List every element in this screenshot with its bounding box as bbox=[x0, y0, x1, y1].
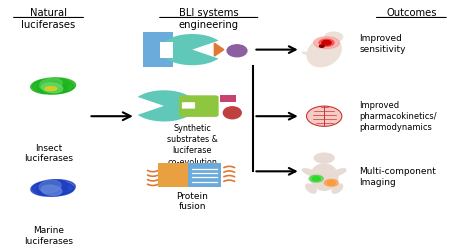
Ellipse shape bbox=[39, 180, 61, 193]
Ellipse shape bbox=[310, 164, 338, 190]
Ellipse shape bbox=[38, 183, 68, 195]
Ellipse shape bbox=[332, 184, 343, 193]
Ellipse shape bbox=[36, 180, 68, 194]
Ellipse shape bbox=[41, 185, 62, 195]
FancyBboxPatch shape bbox=[160, 42, 173, 58]
Text: Improved
pharmacokinetics/
pharmodynamics: Improved pharmacokinetics/ pharmodynamic… bbox=[359, 101, 437, 132]
Text: Insect
luciferases: Insect luciferases bbox=[24, 144, 73, 163]
Circle shape bbox=[322, 40, 331, 45]
Ellipse shape bbox=[314, 153, 334, 163]
Ellipse shape bbox=[36, 78, 69, 92]
Polygon shape bbox=[214, 43, 224, 56]
Text: Improved
sensitivity: Improved sensitivity bbox=[359, 34, 406, 54]
Text: Natural
luciferases: Natural luciferases bbox=[21, 8, 76, 30]
Ellipse shape bbox=[309, 175, 323, 182]
FancyBboxPatch shape bbox=[158, 163, 191, 187]
Ellipse shape bbox=[307, 37, 341, 67]
Ellipse shape bbox=[325, 32, 343, 42]
Ellipse shape bbox=[38, 81, 68, 93]
FancyBboxPatch shape bbox=[179, 95, 219, 117]
Ellipse shape bbox=[33, 181, 74, 196]
Ellipse shape bbox=[306, 184, 316, 193]
Ellipse shape bbox=[319, 39, 334, 46]
Ellipse shape bbox=[314, 37, 339, 49]
Ellipse shape bbox=[227, 45, 247, 57]
FancyBboxPatch shape bbox=[182, 102, 195, 109]
Ellipse shape bbox=[39, 78, 62, 91]
Ellipse shape bbox=[31, 78, 76, 94]
FancyBboxPatch shape bbox=[189, 163, 221, 187]
FancyBboxPatch shape bbox=[220, 95, 236, 102]
Text: Outcomes: Outcomes bbox=[386, 8, 437, 18]
Ellipse shape bbox=[324, 179, 338, 186]
Text: Synthetic
substrates &
luciferase
co-evolution: Synthetic substrates & luciferase co-evo… bbox=[167, 124, 218, 167]
Ellipse shape bbox=[42, 83, 63, 93]
Text: Protein
fusion: Protein fusion bbox=[176, 192, 208, 211]
Ellipse shape bbox=[45, 87, 57, 91]
FancyArrowPatch shape bbox=[303, 53, 309, 55]
Text: Multi-component
Imaging: Multi-component Imaging bbox=[359, 167, 437, 187]
Text: BLI systems
engineering: BLI systems engineering bbox=[179, 8, 239, 30]
Ellipse shape bbox=[33, 79, 74, 94]
Ellipse shape bbox=[331, 169, 346, 176]
Wedge shape bbox=[160, 34, 219, 65]
Text: Marine
luciferases: Marine luciferases bbox=[24, 226, 73, 246]
Ellipse shape bbox=[223, 107, 241, 119]
Circle shape bbox=[319, 45, 324, 47]
Wedge shape bbox=[138, 90, 196, 122]
Ellipse shape bbox=[31, 180, 75, 196]
Ellipse shape bbox=[307, 106, 342, 126]
Ellipse shape bbox=[327, 181, 336, 185]
FancyBboxPatch shape bbox=[143, 32, 173, 67]
Ellipse shape bbox=[302, 169, 318, 176]
Ellipse shape bbox=[312, 177, 320, 181]
